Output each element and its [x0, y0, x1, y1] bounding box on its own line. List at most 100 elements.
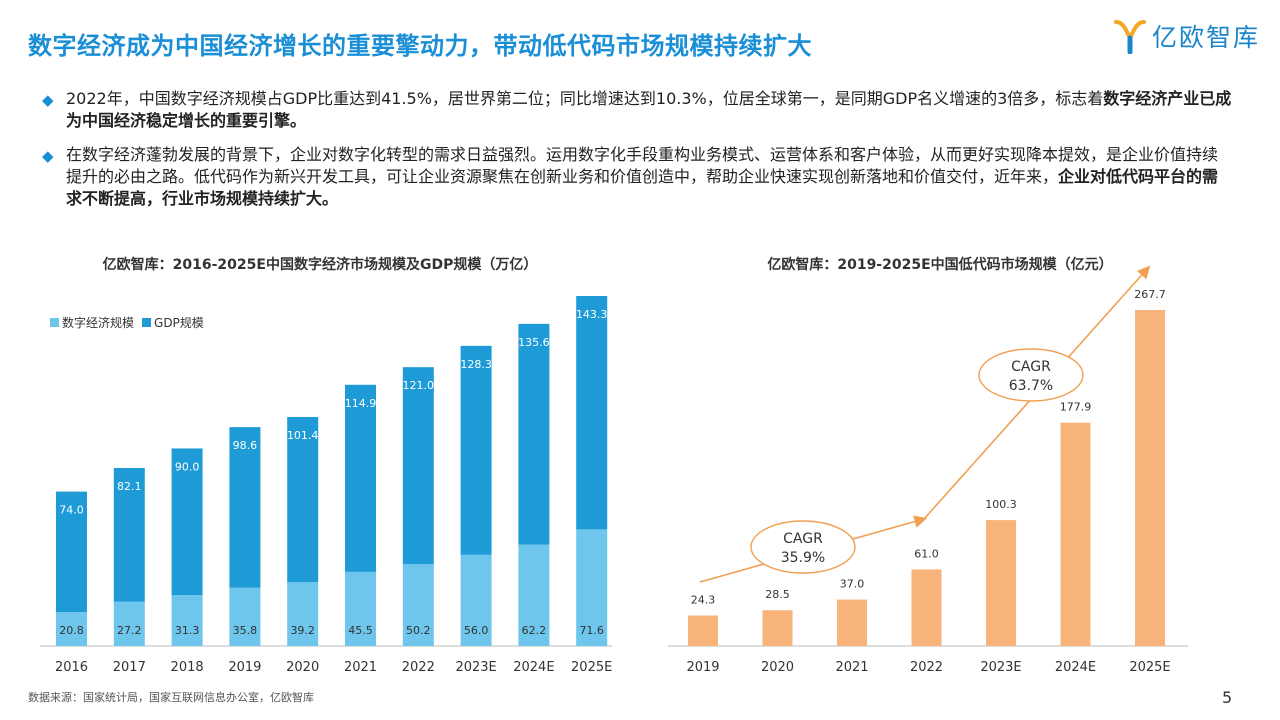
cagr-label-1: CAGR — [783, 531, 823, 547]
label-digital-economy-2025E: 71.6 — [579, 624, 604, 637]
label-digital-economy-2022: 50.2 — [406, 624, 431, 637]
bullet-1-text: 2022年，中国数字经济规模占GDP比重达到41.5%，居世界第二位；同比增速达… — [66, 89, 1104, 108]
label-gdp-2024E: 135.6 — [518, 336, 550, 349]
bullet-item-2: ◆ 在数字经济蓬勃发展的背景下，企业对数字化转型的需求日益强烈。运用数字化手段重… — [42, 144, 1232, 210]
cagr-value-2: 63.7% — [1009, 378, 1053, 394]
label-lowcode-2022: 61.0 — [914, 547, 939, 560]
cagr-bubble-2 — [978, 348, 1084, 402]
chart-1-legend: 数字经济规模 GDP规模 — [50, 314, 212, 331]
bar-digital-economy-2022 — [402, 564, 434, 646]
diamond-bullet-icon: ◆ — [42, 91, 54, 109]
legend-item-gdp: GDP规模 — [142, 314, 204, 331]
label-gdp-2025E: 143.3 — [576, 308, 608, 321]
bar-digital-economy-2017 — [113, 601, 145, 646]
x-tick-2025E: 2025E — [1129, 660, 1170, 675]
legend-swatch-dark — [142, 318, 152, 327]
x-tick-2022: 2022 — [402, 660, 435, 675]
diamond-bullet-icon: ◆ — [42, 147, 54, 165]
logo-mark-icon — [1114, 20, 1146, 54]
chart-1-title: 亿欧智库：2016-2025E中国数字经济市场规模及GDP规模（万亿） — [102, 257, 538, 273]
bar-lowcode-2019 — [688, 615, 718, 646]
x-tick-2023E: 2023E — [980, 660, 1021, 675]
x-tick-2017: 2017 — [113, 660, 146, 675]
label-gdp-2019: 98.6 — [233, 439, 258, 452]
bar-gdp-2023E — [460, 345, 492, 555]
bar-gdp-2022 — [402, 367, 434, 565]
cagr-label-2: CAGR — [1011, 359, 1051, 375]
bar-lowcode-2022 — [911, 569, 942, 646]
label-lowcode-2020: 28.5 — [765, 588, 790, 601]
label-lowcode-2025E: 267.7 — [1134, 288, 1166, 301]
label-digital-economy-2023E: 56.0 — [464, 624, 489, 637]
bar-gdp-2020 — [287, 417, 319, 583]
label-gdp-2018: 90.0 — [175, 460, 200, 473]
label-gdp-2016: 74.0 — [59, 504, 84, 517]
bullet-1-bold-text: 数字经济产业已成为中国经济稳定增长的重要引擎。 — [66, 89, 1232, 130]
logo-text: 亿欧智库 — [1152, 23, 1261, 52]
x-tick-2019: 2019 — [228, 660, 261, 675]
label-lowcode-2024E: 177.9 — [1060, 401, 1092, 414]
bar-lowcode-2024E — [1060, 422, 1091, 646]
bar-gdp-2018 — [171, 448, 203, 596]
bar-digital-economy-2021 — [345, 571, 376, 646]
x-tick-2018: 2018 — [171, 660, 204, 675]
bar-digital-economy-2019 — [229, 587, 261, 646]
label-gdp-2023E: 128.3 — [460, 358, 492, 371]
bar-gdp-2016 — [56, 491, 87, 613]
x-tick-2022: 2022 — [910, 660, 943, 675]
label-digital-economy-2019: 35.8 — [233, 624, 258, 637]
label-digital-economy-2018: 31.3 — [175, 624, 200, 637]
bar-gdp-2025E — [576, 296, 608, 530]
cagr-value-1: 35.9% — [781, 550, 825, 566]
label-digital-economy-2017: 27.2 — [117, 624, 142, 637]
x-tick-2020: 2020 — [761, 660, 794, 675]
x-tick-2021: 2021 — [344, 660, 377, 675]
bullet-list: ◆ 2022年，中国数字经济规模占GDP比重达到41.5%，居世界第二位；同比增… — [42, 88, 1232, 222]
chart-2-title: 亿欧智库：2019-2025E中国低代码市场规模（亿元） — [767, 257, 1113, 273]
bullet-2-text: 在数字经济蓬勃发展的背景下，企业对数字化转型的需求日益强烈。运用数字化手段重构业… — [66, 145, 1219, 186]
label-digital-economy-2021: 45.5 — [348, 624, 373, 637]
label-digital-economy-2016: 20.8 — [59, 624, 84, 637]
x-tick-2024E: 2024E — [1055, 660, 1096, 675]
x-tick-2021: 2021 — [835, 660, 868, 675]
label-gdp-2017: 82.1 — [117, 480, 142, 493]
label-digital-economy-2024E: 62.2 — [522, 624, 547, 637]
page-number: 5 — [1222, 688, 1233, 707]
bullet-2-bold-text: 企业对低代码平台的需求不断提高，行业市场规模持续扩大。 — [66, 167, 1219, 208]
cagr-bubble-1 — [750, 520, 856, 574]
page-title: 数字经济成为中国经济增长的重要擎动力，带动低代码市场规模持续扩大 — [28, 32, 812, 60]
logo: 亿欧智库 — [1112, 18, 1260, 54]
bar-digital-economy-2016 — [56, 612, 87, 646]
x-tick-2016: 2016 — [55, 660, 88, 675]
legend-item-digital-economy: 数字经济规模 — [50, 314, 134, 331]
x-tick-2025E: 2025E — [571, 660, 612, 675]
x-tick-2023E: 2023E — [455, 660, 496, 675]
label-gdp-2022: 121.0 — [403, 379, 435, 392]
bullet-item-1: ◆ 2022年，中国数字经济规模占GDP比重达到41.5%，居世界第二位；同比增… — [42, 88, 1232, 132]
label-lowcode-2019: 24.3 — [691, 594, 716, 607]
bar-lowcode-2025E — [1135, 310, 1165, 646]
bar-digital-economy-2020 — [287, 582, 319, 646]
x-tick-2019: 2019 — [686, 660, 719, 675]
bar-lowcode-2023E — [986, 520, 1016, 646]
bar-lowcode-2020 — [762, 610, 793, 646]
x-tick-2020: 2020 — [286, 660, 319, 675]
label-gdp-2020: 101.4 — [287, 429, 319, 442]
legend-label-digital-economy: 数字经济规模 — [62, 316, 135, 330]
label-digital-economy-2020: 39.2 — [290, 624, 315, 637]
bar-digital-economy-2018 — [171, 595, 203, 646]
label-lowcode-2023E: 100.3 — [985, 498, 1017, 511]
bar-gdp-2021 — [345, 384, 376, 572]
data-source-note: 数据来源：国家统计局，国家互联网信息办公室，亿欧智库 — [28, 691, 314, 704]
legend-label-gdp: GDP规模 — [154, 316, 204, 330]
bar-lowcode-2021 — [837, 599, 867, 646]
bar-digital-economy-2023E — [460, 554, 492, 646]
bar-digital-economy-2025E — [576, 529, 608, 646]
legend-swatch-light — [50, 318, 59, 327]
bar-gdp-2017 — [113, 467, 145, 602]
bar-gdp-2024E — [518, 323, 550, 545]
bar-gdp-2019 — [229, 427, 261, 588]
label-lowcode-2021: 37.0 — [840, 578, 865, 591]
label-gdp-2021: 114.9 — [345, 397, 377, 410]
